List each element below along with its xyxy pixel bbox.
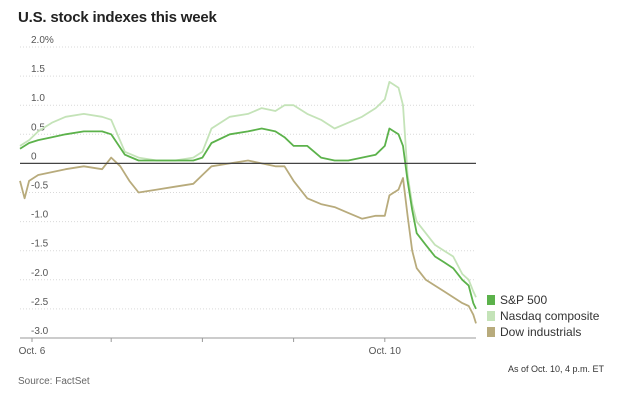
y-tick-label: -3.0	[31, 326, 49, 337]
legend-swatch	[487, 311, 495, 321]
legend-label: Nasdaq composite	[500, 309, 600, 323]
legend-swatch	[487, 295, 495, 305]
legend-label: Dow industrials	[500, 325, 581, 339]
y-tick-label: 0	[31, 151, 37, 162]
series-line-dow-industrials	[19, 156, 477, 324]
y-tick-label: -1.0	[31, 210, 49, 221]
series-line-s-p-500	[19, 127, 477, 310]
y-tick-label: 0.5	[31, 122, 45, 133]
series-line-nasdaq-composite	[19, 81, 477, 298]
y-tick-label: -0.5	[31, 181, 49, 192]
x-tick-label: Oct. 6	[19, 346, 46, 357]
y-tick-label: -1.5	[31, 239, 49, 250]
y-tick-label: 1.5	[31, 64, 45, 75]
x-tick-label: Oct. 10	[369, 346, 402, 357]
y-tick-label: 1.0	[31, 93, 45, 104]
as-of-note: As of Oct. 10, 4 p.m. ET	[507, 364, 604, 374]
y-tick-label: 2.0%	[31, 35, 54, 46]
legend: S&P 500 Nasdaq composite Dow industrials	[487, 293, 600, 339]
chart-title: U.S. stock indexes this week	[18, 9, 217, 26]
series-lines	[19, 81, 477, 324]
gridlines	[20, 46, 476, 339]
source-note: Source: FactSet	[18, 376, 90, 387]
y-axis-tick-labels: 2.0% 1.5 1.0 0.5 0 -0.5 -1.0 -1.5 -2.0 -2.5 -3.0	[31, 35, 54, 337]
x-axis-ticks: Oct. 6 Oct. 10	[19, 337, 476, 357]
legend-label: S&P 500	[500, 293, 547, 307]
y-tick-label: -2.5	[31, 297, 49, 308]
y-tick-label: -2.0	[31, 268, 49, 279]
legend-swatch	[487, 327, 495, 337]
